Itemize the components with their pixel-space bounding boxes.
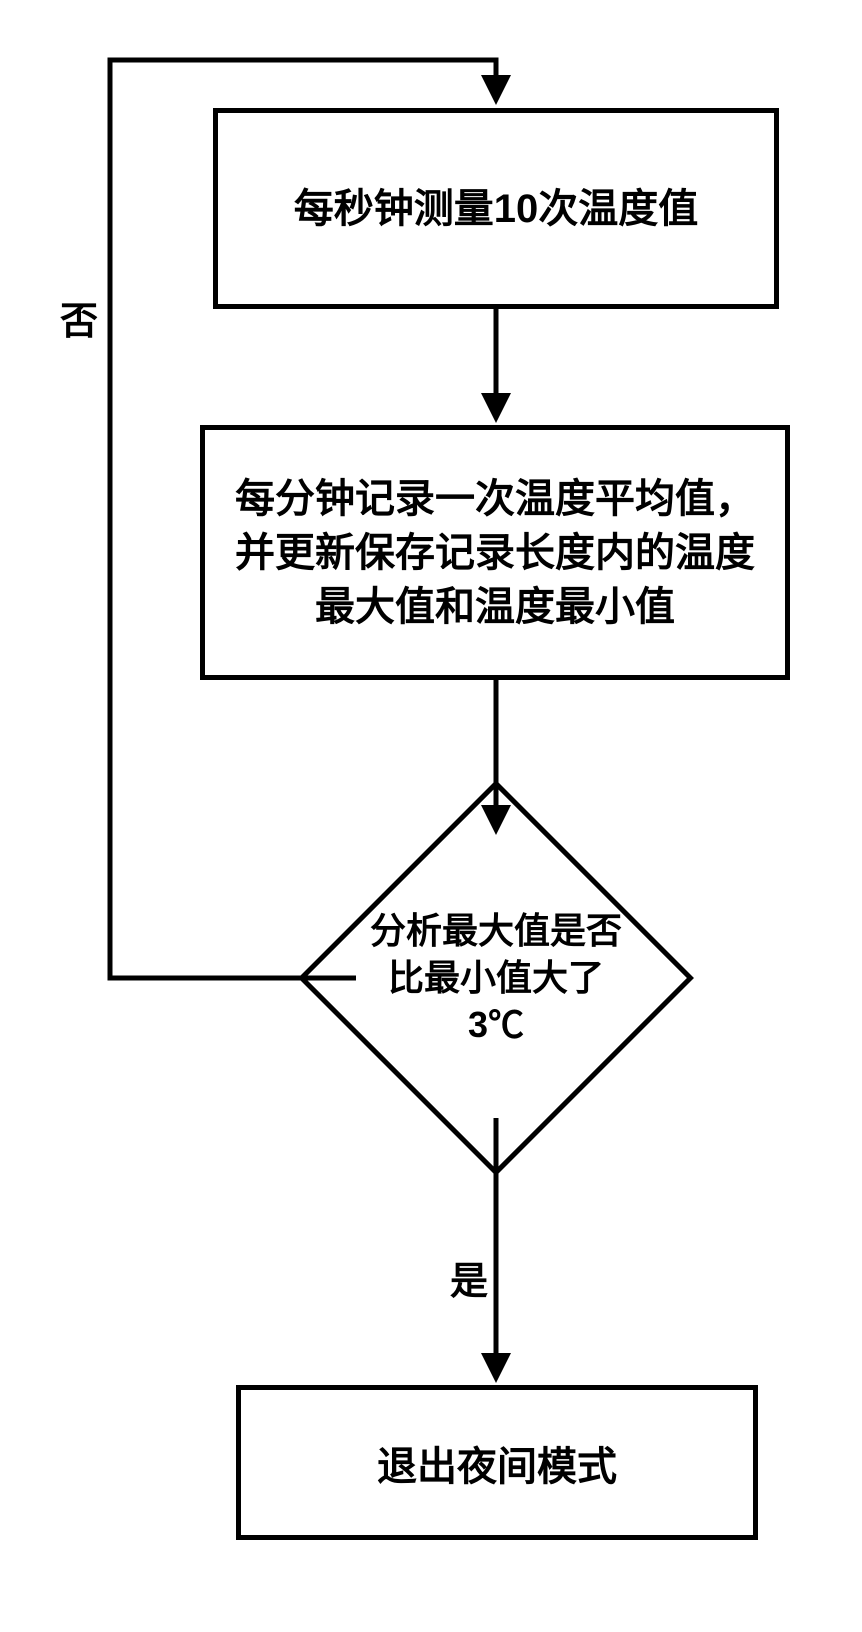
process-text-3: 退出夜间模式	[377, 1434, 617, 1492]
decision-text: 分析最大值是否比最小值大了3℃	[366, 908, 626, 1048]
process-box-record: 每分钟记录一次温度平均值，并更新保存记录长度内的温度最大值和温度最小值	[200, 425, 790, 680]
process-text-2: 每分钟记录一次温度平均值，并更新保存记录长度内的温度最大值和温度最小值	[223, 472, 767, 634]
process-text-1: 每秒钟测量10次温度值	[294, 181, 699, 237]
process-box-exit: 退出夜间模式	[236, 1385, 758, 1540]
decision-diamond: 分析最大值是否比最小值大了3℃	[356, 838, 636, 1118]
label-yes: 是	[450, 1250, 488, 1305]
label-no: 否	[60, 290, 98, 345]
process-box-measure: 每秒钟测量10次温度值	[213, 108, 779, 309]
